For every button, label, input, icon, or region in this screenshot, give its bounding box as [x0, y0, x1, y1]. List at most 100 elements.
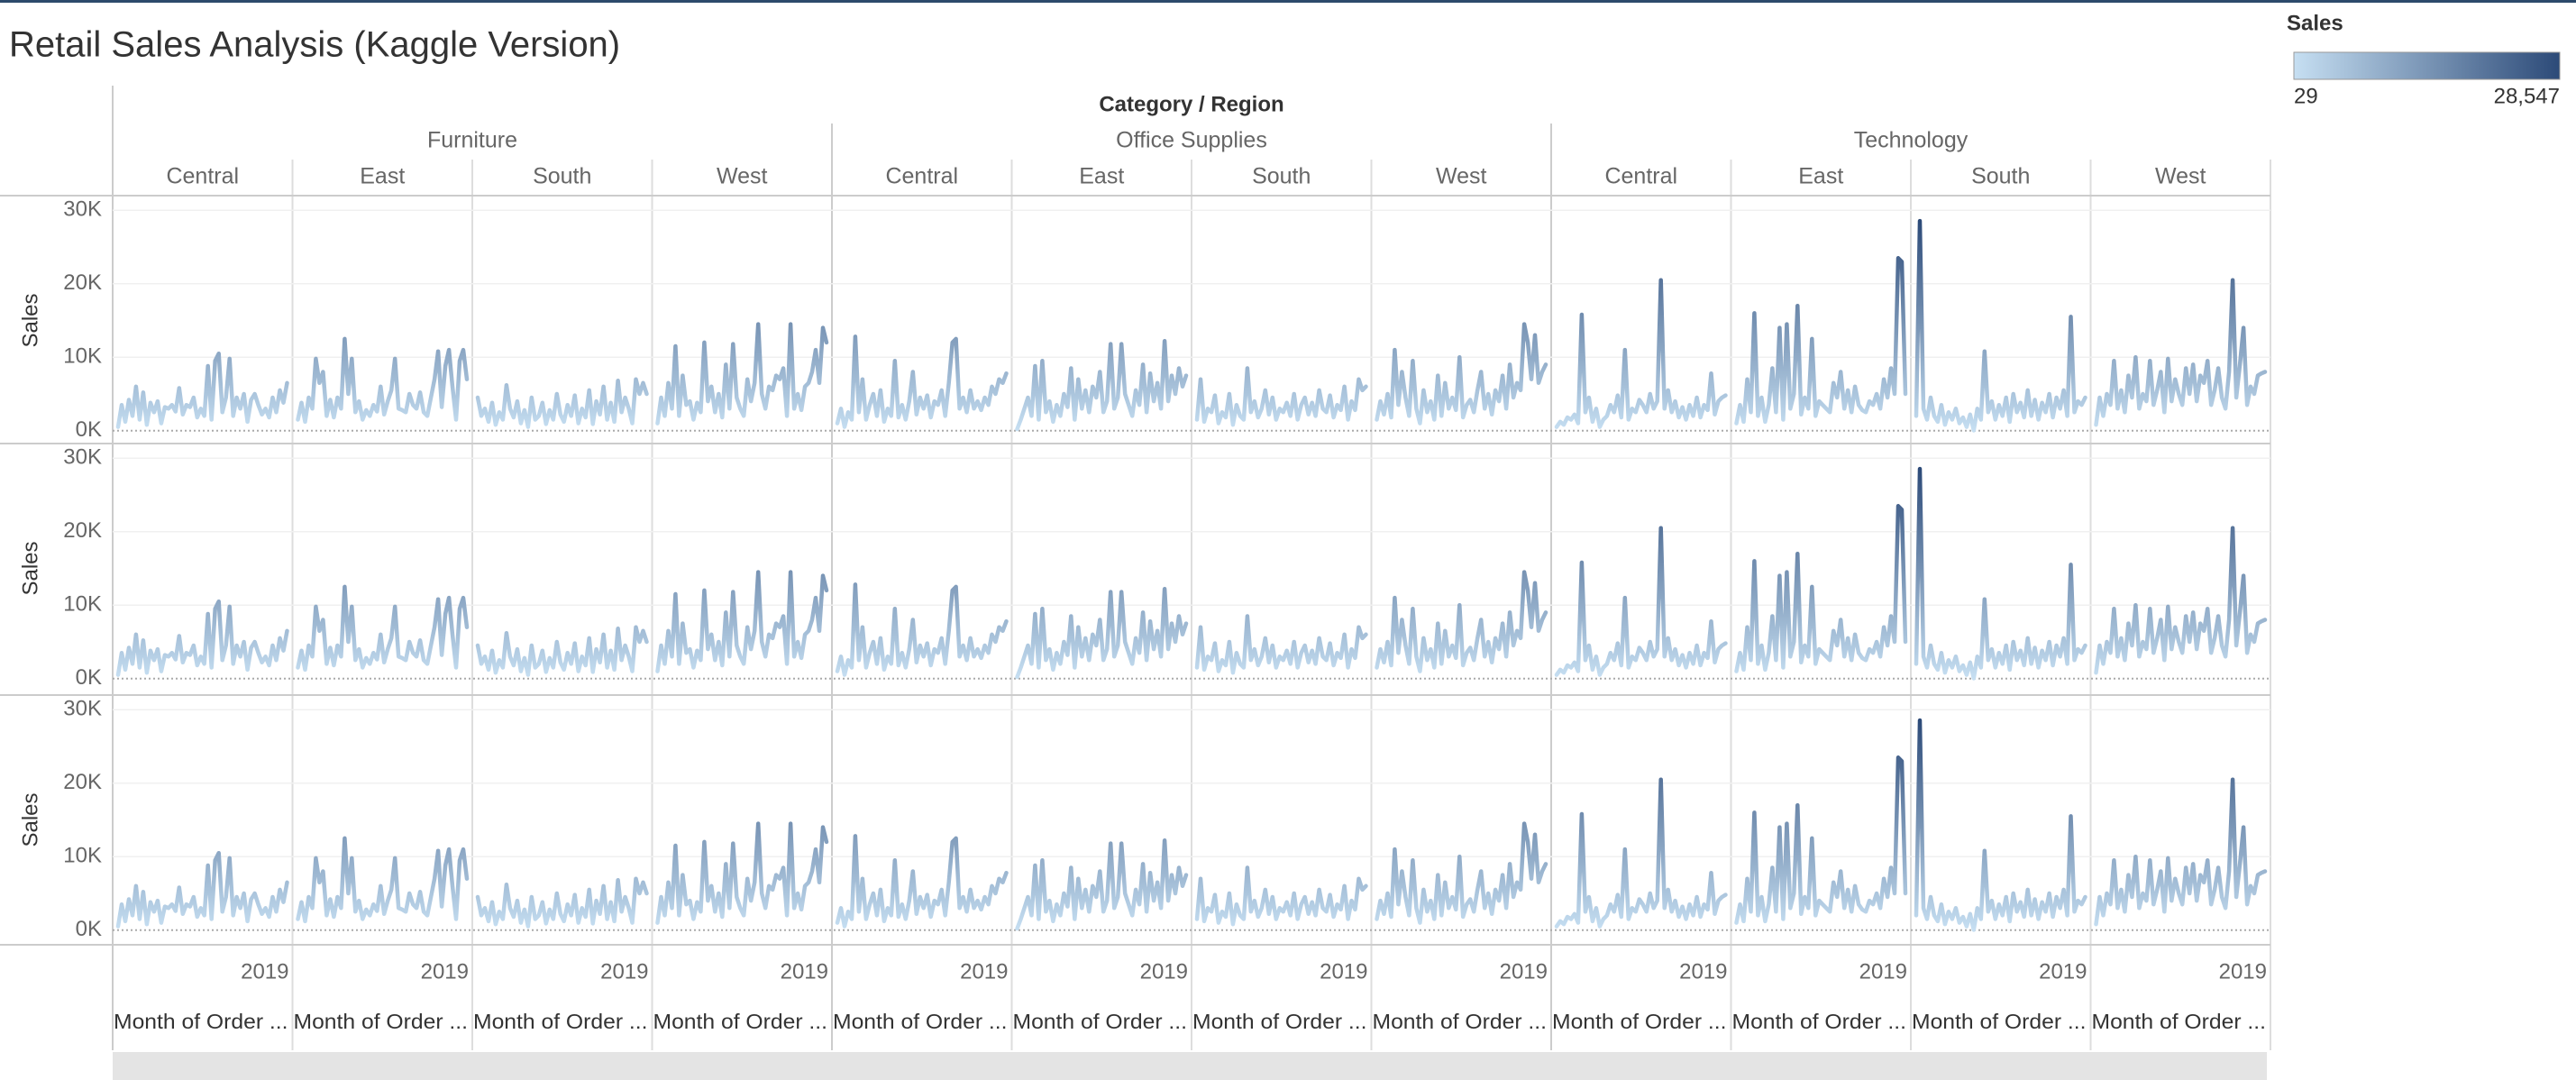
y-axis-title: Sales [18, 293, 42, 347]
sales-line [1015, 838, 1189, 931]
sales-line [1914, 466, 2087, 681]
sales-line [1734, 755, 1908, 925]
sales-line [115, 351, 289, 429]
region-header: East [1079, 164, 1124, 189]
sales-line [1914, 718, 2087, 932]
sales-line [475, 876, 649, 929]
x-axis-title: Month of Order ... [1192, 1010, 1367, 1033]
y-tick-label: 0K [76, 417, 102, 442]
y-tick-label: 20K [63, 518, 102, 543]
x-axis-title: Month of Order ... [1552, 1010, 1727, 1033]
sales-line [1194, 865, 1368, 927]
sales-line [115, 850, 289, 929]
x-tick-label: 2019 [600, 959, 648, 984]
y-tick-label: 0K [76, 665, 102, 690]
y-axis-title: Sales [18, 792, 42, 847]
legend-min-label: 29 [2294, 84, 2318, 108]
sales-line [1734, 504, 1908, 673]
x-tick-label: 2019 [1859, 959, 1907, 984]
x-axis-title: Month of Order ... [1912, 1010, 2087, 1033]
region-header: West [717, 164, 768, 189]
sales-line [115, 599, 289, 677]
region-header: South [1252, 164, 1311, 189]
x-axis-title: Month of Order ... [1732, 1010, 1907, 1033]
region-header: East [360, 164, 405, 189]
category-header: Furniture [427, 128, 517, 153]
y-tick-label: 0K [76, 917, 102, 941]
sales-line [1734, 256, 1908, 426]
sales-line [835, 834, 1009, 929]
x-tick-label: 2019 [1679, 959, 1727, 984]
sales-line [655, 821, 829, 925]
x-tick-label: 2019 [2219, 959, 2267, 984]
dashboard-title: Retail Sales Analysis (Kaggle Version) [9, 25, 620, 65]
y-tick-label: 10K [63, 344, 102, 369]
legend-color-bar [2293, 51, 2561, 80]
region-header: Central [1604, 164, 1677, 189]
x-tick-label: 2019 [1320, 959, 1367, 984]
x-tick-label: 2019 [1140, 959, 1188, 984]
y-tick-label: 10K [63, 844, 102, 868]
sales-line [2094, 278, 2268, 427]
sales-line [475, 625, 649, 677]
sales-line [1554, 526, 1728, 677]
x-tick-label: 2019 [781, 959, 828, 984]
sales-line [2094, 526, 2268, 675]
x-axis-title: Month of Order ... [114, 1010, 288, 1033]
x-tick-label: 2019 [960, 959, 1008, 984]
top-border [0, 0, 2576, 3]
sales-line [2094, 777, 2268, 927]
sales-line [1194, 614, 1368, 675]
scrollbar[interactable] [113, 1052, 2267, 1080]
y-tick-label: 30K [63, 445, 102, 470]
sales-line [1015, 339, 1189, 432]
x-tick-label: 2019 [1500, 959, 1548, 984]
sales-line [1015, 587, 1189, 680]
sales-line [835, 334, 1009, 429]
sales-line [1554, 278, 1728, 429]
region-header: West [2155, 164, 2206, 189]
column-header: Category / Region [1099, 92, 1283, 116]
region-header: South [533, 164, 591, 189]
x-axis-title: Month of Order ... [1013, 1010, 1188, 1033]
y-tick-label: 10K [63, 592, 102, 617]
y-tick-label: 30K [63, 197, 102, 222]
sales-line [655, 322, 829, 426]
region-header: East [1798, 164, 1843, 189]
legend-title: Sales [2287, 11, 2343, 35]
legend-max-label: 28,547 [2494, 84, 2560, 108]
region-header: South [1971, 164, 2030, 189]
sales-line [296, 584, 470, 673]
x-axis-title: Month of Order ... [653, 1010, 828, 1033]
sales-line [1375, 821, 1548, 925]
y-tick-label: 20K [63, 770, 102, 794]
sales-line [296, 836, 470, 924]
y-axis-title: Sales [18, 541, 42, 595]
x-axis-title: Month of Order ... [1373, 1010, 1548, 1033]
sales-line [835, 582, 1009, 677]
region-header: Central [166, 164, 239, 189]
region-header: West [1436, 164, 1487, 189]
x-tick-label: 2019 [421, 959, 469, 984]
sales-line [1194, 366, 1368, 427]
y-tick-label: 20K [63, 270, 102, 295]
sales-line [475, 377, 649, 429]
sales-line [296, 336, 470, 425]
sales-line [655, 570, 829, 673]
sales-line [1554, 777, 1728, 929]
category-header: Technology [1854, 128, 1969, 153]
sales-line [1914, 218, 2087, 433]
x-tick-label: 2019 [241, 959, 288, 984]
x-axis-title: Month of Order ... [294, 1010, 469, 1033]
sales-line [1375, 570, 1548, 673]
category-header: Office Supplies [1116, 128, 1267, 153]
region-header: Central [885, 164, 958, 189]
x-tick-label: 2019 [2039, 959, 2087, 984]
y-tick-label: 30K [63, 697, 102, 721]
x-axis-title: Month of Order ... [833, 1010, 1008, 1033]
x-axis-title: Month of Order ... [473, 1010, 648, 1033]
sales-line [1375, 322, 1548, 426]
x-axis-title: Month of Order ... [2092, 1010, 2267, 1033]
